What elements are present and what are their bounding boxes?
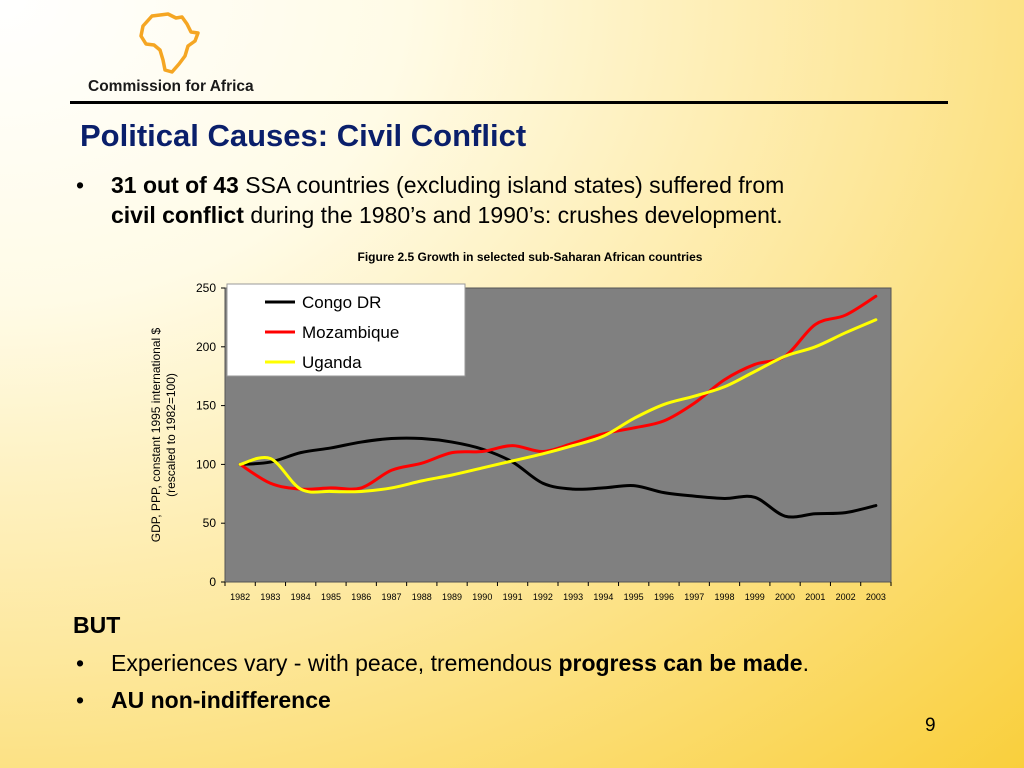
series-line-congo-dr [238, 436, 878, 519]
legend-label: Congo DR [302, 293, 381, 312]
slide-title: Political Causes: Civil Conflict [80, 118, 527, 153]
x-tick-label: 1991 [503, 592, 523, 602]
bullet-2-text: Experiences vary - with peace, tremendou… [111, 650, 559, 676]
logo-text: Commission for Africa [88, 78, 254, 95]
x-tick-label: 1989 [442, 592, 462, 602]
x-tick-label: 1993 [563, 592, 583, 602]
bullet-1-line-1: 31 out of 43 SSA countries (excluding is… [111, 172, 784, 199]
commission-logo: Commission for Africa [84, 12, 264, 100]
x-tick-label: 1998 [714, 592, 734, 602]
x-tick-label: 1984 [291, 592, 311, 602]
y-tick-label: 250 [196, 281, 216, 295]
x-tick-label: 1987 [381, 592, 401, 602]
figure-caption: Figure 2.5 Growth in selected sub-Sahara… [357, 250, 703, 264]
header-rule [70, 101, 948, 104]
x-tick-label: 1997 [684, 592, 704, 602]
series-line-uganda [238, 318, 878, 494]
x-tick-label: 1988 [412, 592, 432, 602]
bullet-2-bold: progress can be made [558, 650, 803, 676]
x-tick-label: 1994 [593, 592, 613, 602]
x-tick-label: 1983 [260, 592, 280, 602]
y-tick-label: 100 [196, 457, 216, 471]
x-tick-label: 1996 [654, 592, 674, 602]
growth-line-chart: 0 50 100 150 200 250 1982 1983 1984 1985 1986 1987 1… [149, 281, 892, 602]
x-tick-label: 1999 [745, 592, 765, 602]
x-tick-label: 2002 [836, 592, 856, 602]
x-tick-label: 1995 [624, 592, 644, 602]
bullet-1-text-b: during the 1980’s and 1990’s: crushes de… [243, 202, 783, 228]
bullet-1-text-a: SSA countries (excluding island states) … [238, 172, 785, 198]
legend-label: Mozambique [302, 323, 399, 342]
x-tick-label: 2003 [866, 592, 886, 602]
bullet-2: Experiences vary - with peace, tremendou… [111, 650, 809, 677]
x-tick-label: 2000 [775, 592, 795, 602]
x-tick-label: 1992 [533, 592, 553, 602]
bullet-3: AU non-indifference [111, 687, 331, 713]
y-tick-label: 200 [196, 340, 216, 354]
africa-map-icon [139, 12, 200, 74]
x-tick-label: 2001 [805, 592, 825, 602]
x-tick-label: 1985 [321, 592, 341, 602]
bullet-dot: • [76, 650, 85, 676]
bullet-dot: • [76, 687, 85, 713]
y-tick-label: 0 [209, 575, 216, 589]
bullet-1-bold-a: 31 out of 43 [111, 172, 239, 198]
y-tick-label: 150 [196, 399, 216, 413]
but-label: BUT [73, 612, 121, 638]
x-tick-label: 1990 [472, 592, 492, 602]
x-tick-label: 1982 [230, 592, 250, 602]
legend-label: Uganda [302, 353, 362, 372]
bullet-dot: • [76, 172, 85, 198]
bullet-1-line-2: civil conflict during the 1980’s and 199… [111, 202, 783, 229]
y-axis-label: GDP, PPP, constant 1995 international $ [149, 327, 163, 542]
bullet-2-end: . [802, 650, 809, 676]
y-tick-label: 50 [203, 516, 217, 530]
bullet-1-bold-b: civil conflict [111, 202, 244, 228]
x-tick-label: 1986 [351, 592, 371, 602]
page-number: 9 [925, 715, 936, 736]
y-axis-label: (rescaled to 1982=100) [164, 373, 178, 497]
